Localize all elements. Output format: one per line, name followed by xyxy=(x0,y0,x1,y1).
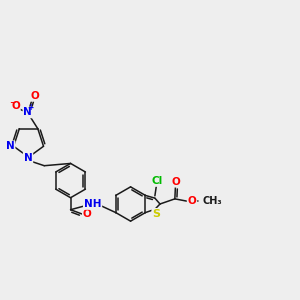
Text: +: + xyxy=(27,103,34,112)
Text: S: S xyxy=(152,209,160,219)
Text: CH₃: CH₃ xyxy=(203,196,223,206)
Text: O: O xyxy=(11,101,20,111)
Text: O: O xyxy=(83,209,92,219)
Text: N: N xyxy=(6,141,15,151)
Text: O: O xyxy=(30,91,39,101)
Text: N: N xyxy=(24,153,32,163)
Text: Cl: Cl xyxy=(151,176,163,186)
Text: −: − xyxy=(9,98,16,107)
Text: N: N xyxy=(23,107,32,117)
Text: NH: NH xyxy=(84,199,101,209)
Text: O: O xyxy=(188,196,196,206)
Text: O: O xyxy=(172,177,180,187)
